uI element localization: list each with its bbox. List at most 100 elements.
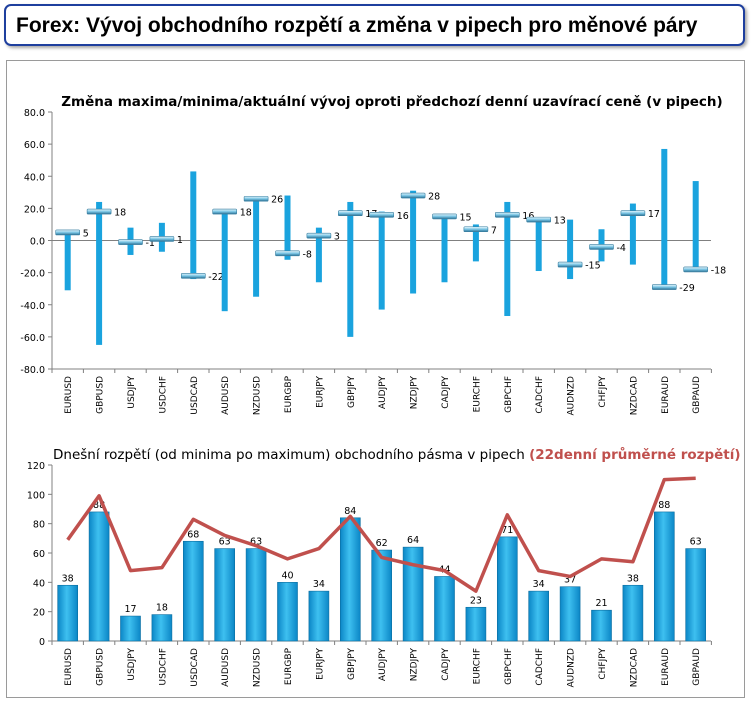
chart2-bar: [402, 546, 424, 642]
chart2-category-label: NZDUSD: [253, 648, 263, 687]
chart2-category-label: AUDNZD: [567, 648, 577, 688]
chart2-y-tick-label: 80: [33, 520, 45, 531]
chart1-category-label: GBPAUD: [692, 376, 702, 414]
chart1-value-label: 15: [460, 212, 472, 223]
chart1-current-marker: [306, 232, 332, 239]
chart1-value-label: 13: [554, 216, 566, 227]
chart1-category-label: EURGBP: [284, 375, 294, 413]
chart2-bar: [622, 584, 644, 642]
chart1-category-label: CADJPY: [441, 376, 451, 409]
chart1-value-label: 26: [271, 195, 283, 206]
chart1-range-bar: [567, 219, 574, 280]
chart2-bar: [685, 548, 707, 642]
chart2-value-label: 62: [376, 538, 388, 549]
chart1-value-label: 16: [522, 211, 534, 222]
page-title: Forex: Vývoj obchodního rozpětí a změna …: [16, 14, 698, 37]
chart2-value-label: 21: [595, 598, 607, 609]
chart1-value-label: 3: [334, 232, 340, 243]
chart1-current-marker: [86, 208, 112, 215]
chart1-current-marker: [620, 210, 646, 216]
chart1-range-bar: [441, 214, 448, 283]
chart1-y-tick-label: -20.0: [20, 269, 45, 280]
chart1-range-bar: [504, 201, 511, 316]
chart2-bar: [245, 548, 267, 642]
chart2-category-label: AUDJPY: [378, 648, 388, 682]
chart1-range-bar: [661, 148, 668, 289]
chart1-title: Změna maxima/minima/aktuální vývoj oprot…: [61, 94, 722, 110]
chart2-bar: [559, 586, 581, 642]
chart1-category-label: GBPJPY: [347, 376, 357, 408]
chart2-bar: [496, 536, 518, 642]
chart2-value-label: 64: [407, 535, 419, 546]
chart2-value-label: 40: [281, 570, 293, 581]
chart1-category-label: GBPCHF: [504, 376, 514, 413]
chart1-range-bar: [535, 218, 542, 272]
chart2-value-label: 63: [250, 537, 262, 548]
chart1-current-marker: [118, 239, 143, 245]
chart1-category-label: EURAUD: [661, 376, 671, 414]
chart1-current-marker: [651, 284, 677, 290]
chart2-category-label: NZDCAD: [629, 648, 639, 687]
chart2-value-label: 84: [344, 506, 356, 517]
chart1-current-marker: [369, 212, 395, 218]
chart2-bar: [308, 590, 330, 642]
chart1-value-label: -1: [146, 238, 155, 249]
chart2-bar: [151, 614, 173, 642]
chart1-range-bar: [253, 197, 260, 297]
chart2-value-label: 88: [93, 500, 105, 511]
chart1-range-bar: [629, 203, 636, 265]
chart2-y-tick-label: 100: [27, 490, 45, 501]
chart1-current-marker: [589, 244, 614, 250]
chart1-current-marker: [55, 229, 81, 236]
chart1-y-tick-label: 80.0: [24, 108, 45, 119]
chart2-title-main: Dnešní rozpětí (od minima po maximum) ob…: [53, 447, 529, 463]
chart2-bar: [591, 609, 612, 642]
chart2-average-line: [66, 476, 696, 593]
chart1-category-label: AUDNZD: [567, 376, 577, 416]
chart1-current-marker: [526, 216, 552, 223]
chart1-value-label: -18: [711, 265, 727, 276]
chart2-value-label: 37: [564, 575, 576, 586]
chart1-category-label: EURUSD: [64, 376, 74, 414]
chart1-value-label: 28: [428, 192, 440, 203]
chart2-bar: [214, 548, 235, 642]
chart1-y-tick-label: -60.0: [20, 333, 45, 344]
chart1-value-label: -8: [303, 249, 312, 260]
chart1-current-marker: [432, 213, 457, 220]
chart1-y-tick-label: 20.0: [24, 204, 45, 215]
chart2-value-label: 68: [187, 529, 199, 540]
chart1-value-label: 18: [114, 208, 126, 219]
chart1-value-label: 18: [240, 208, 252, 219]
chart2-value-label: 18: [156, 603, 168, 614]
chart2-category-label: EURJPY: [315, 648, 325, 680]
chart2-category-label: CHFJPY: [598, 648, 608, 680]
chart2-category-label: GBPUSD: [96, 648, 106, 686]
chart2-category-label: EURAUD: [661, 648, 671, 686]
chart2-y-tick-label: 60: [33, 549, 45, 560]
chart2-category-label: GBPCHF: [504, 648, 514, 685]
chart2-value-label: 17: [124, 604, 136, 615]
chart1-category-label: NZDCAD: [629, 376, 639, 415]
chart1-current-marker: [275, 250, 300, 257]
chart1-current-marker: [181, 273, 206, 279]
chart1-range-bar: [221, 211, 228, 312]
chart2-bar: [120, 615, 141, 642]
chart2-bar: [434, 576, 455, 642]
chart1-current-marker: [683, 266, 709, 273]
chart2-y-tick-label: 120: [27, 461, 45, 472]
chart2-bar: [339, 517, 361, 642]
chart2-category-label: EURCHF: [472, 648, 482, 684]
chart1-range-bar: [347, 201, 354, 337]
chart2-value-label: 63: [690, 537, 702, 548]
chart1-y-tick-label: -40.0: [20, 301, 45, 312]
chart2-title-suffix: (22denní průměrné rozpětí): [529, 446, 740, 463]
chart2-y-tick-label: 40: [33, 578, 45, 589]
chart1-category-label: CHFJPY: [598, 376, 608, 408]
chart1-range-bar: [472, 224, 479, 262]
chart2-category-label: GBPJPY: [347, 648, 357, 680]
chart2-value-label: 88: [658, 500, 670, 511]
chart2-category-label: GBPAUD: [692, 648, 702, 686]
chart1-value-label: -22: [208, 272, 224, 283]
chart1-current-marker: [212, 208, 237, 215]
chart1-range-bar: [96, 201, 103, 345]
